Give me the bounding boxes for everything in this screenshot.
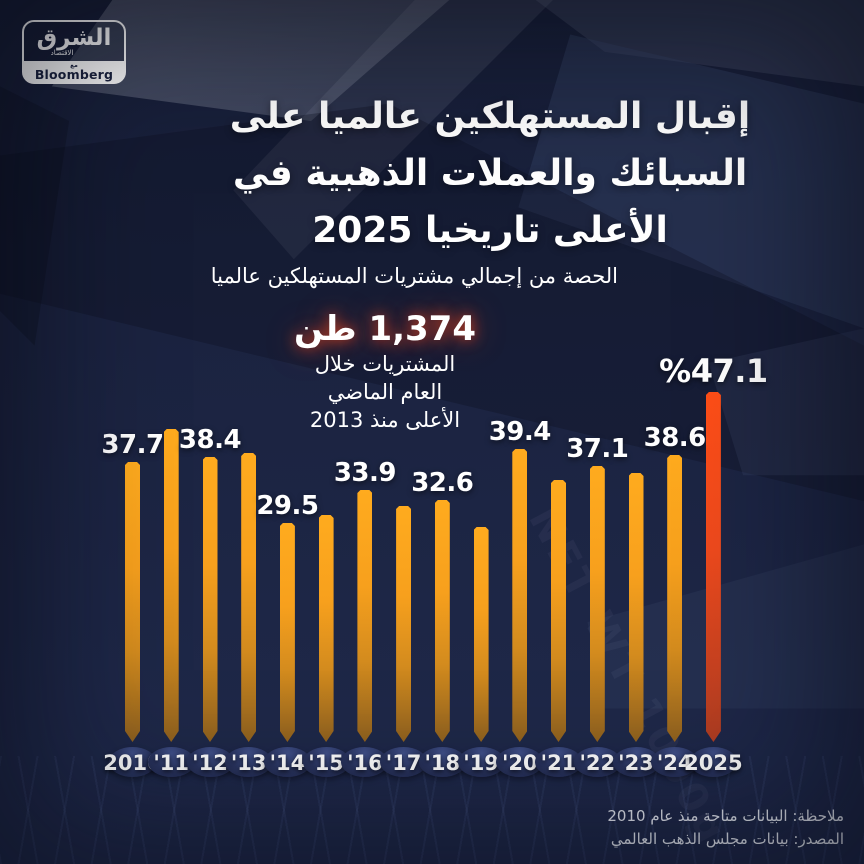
year-axis-label: '14 [269,751,306,775]
year-axis-label: '23 [618,751,654,775]
title-line-2: السبائك والعملات الذهبية في [232,153,748,194]
bar [319,515,334,742]
bar [551,480,566,742]
legend: الحصة من إجمالي مشتريات المستهلكين عالمي… [0,263,650,289]
bar [396,506,411,742]
footer-note: ملاحظة: البيانات متاحة منذ عام 2010 [607,807,844,825]
bar [280,523,295,742]
bar-value-label: 37.7 [101,430,164,460]
year-axis-label: 2025 [684,751,743,775]
bar-highlight [706,392,721,742]
bar-value-label: 33.9 [333,458,397,488]
year-axis-label: '15 [308,751,344,775]
bar [164,429,179,742]
asharq-bloomberg-logo: الشرق الاقتصاد مع Bloomberg [22,20,126,84]
bar-value-label: 38.4 [178,425,242,455]
year-axis-label: '18 [424,751,461,775]
legend-label: الحصة من إجمالي مشتريات المستهلكين عالمي… [210,264,618,288]
bar-value-label: 29.5 [256,491,319,521]
bar-value-label: 32.6 [411,468,474,498]
logo-with-label: مع [70,62,78,69]
page-title: إقبال المستهلكين عالميا على السبائك والع… [170,88,810,259]
year-axis-label: '12 [192,751,228,775]
footer-source: المصدر: بيانات مجلس الذهب العالمي [610,830,844,848]
footer-notes: ملاحظة: البيانات متاحة منذ عام 2010 المص… [607,805,844,851]
bar-value-label: 37.1 [566,434,629,464]
logo-bloomberg-strip: مع Bloomberg [23,61,125,83]
bar [203,457,218,742]
callout-line-1: المشتريات خلال [314,352,456,376]
tonnage-value: 1,374 طن [293,309,476,349]
bar [357,490,372,742]
year-axis-label: '17 [385,751,422,775]
logo-bloomberg-label: Bloomberg [34,67,114,82]
callout-line-3: الأعلى منذ 2013 [309,408,461,432]
year-axis-label: '16 [347,751,383,775]
bar [667,455,682,742]
year-axis-label: '22 [579,751,616,775]
bar-value-label: %47.1 [659,352,768,390]
bar [512,449,527,742]
bar [125,462,140,742]
year-axis-label: '13 [230,751,267,775]
tonnage-callout: 1,374 طن المشتريات خلال العام الماضي الأ… [235,308,535,434]
bar [590,466,605,742]
title-line-3: 2025 الأعلى تاريخيا [312,210,668,251]
bar-value-label: 38.6 [643,423,707,453]
bar-value-label: 39.4 [488,417,552,447]
year-axis-label: '19 [463,751,499,775]
logo-arabic-wordmark: الشرق [36,25,112,51]
year-axis-label: '11 [153,751,190,775]
callout-line-2: العام الماضي [327,380,443,404]
logo-sub-wordmark: الاقتصاد [50,49,74,57]
year-axis-label: '20 [501,751,538,775]
year-axis-label: '24 [656,751,693,775]
bar [241,453,256,742]
bar [629,473,644,742]
year-axis-label: '21 [540,751,577,775]
year-axis-oval [689,747,737,777]
title-line-1: إقبال المستهلكين عالميا على [229,96,751,137]
bar [435,500,450,742]
bar [474,527,489,742]
